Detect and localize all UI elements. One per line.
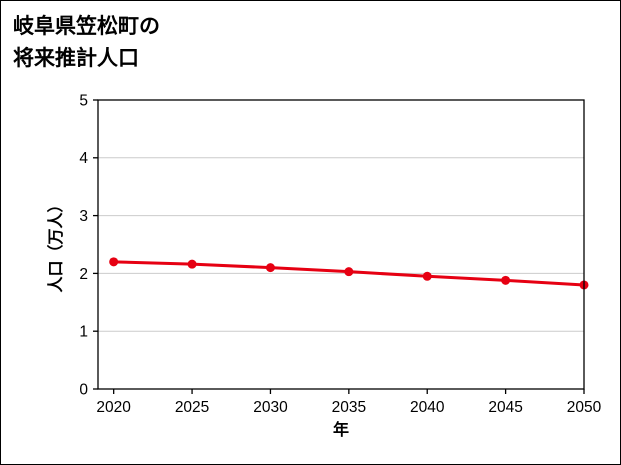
x-axis-label: 年 — [333, 420, 349, 439]
chart-title-line2: 将来推計人口 — [13, 46, 139, 70]
y-axis-label: 人口（万人） — [47, 196, 65, 292]
x-tick-label: 2040 — [410, 399, 445, 416]
y-tick-label: 4 — [79, 150, 88, 167]
data-point-marker — [265, 263, 275, 273]
x-tick-label: 2025 — [175, 399, 209, 416]
data-point-marker — [422, 271, 432, 281]
y-tick-label: 2 — [79, 266, 88, 283]
chart-title-line1: 岐阜県笠松町の — [13, 15, 160, 38]
x-tick-label: 2020 — [96, 399, 131, 416]
data-point-marker — [109, 257, 119, 267]
plot-border — [97, 99, 585, 390]
chart-title: 岐阜県笠松町の 将来推計人口 — [13, 11, 160, 74]
x-tick-label: 2045 — [488, 399, 522, 416]
y-tick-label: 5 — [79, 92, 88, 109]
y-tick-label: 0 — [79, 381, 88, 398]
x-tick-label: 2050 — [567, 399, 602, 416]
y-tick-label: 1 — [79, 324, 88, 341]
data-point-marker — [344, 267, 354, 277]
data-point-marker — [187, 259, 197, 269]
data-point-marker — [501, 275, 511, 285]
x-tick-label: 2030 — [253, 399, 288, 416]
x-tick-label: 2035 — [332, 399, 366, 416]
y-tick-label: 3 — [79, 208, 88, 225]
